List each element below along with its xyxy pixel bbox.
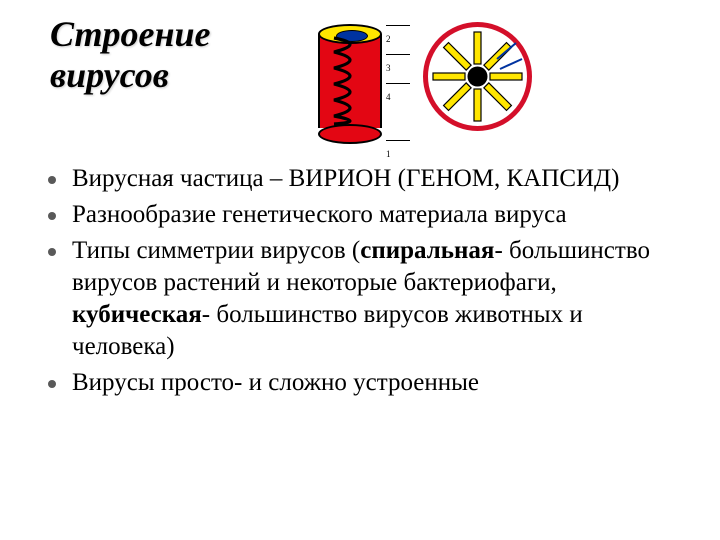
bullet-bold: кубическая <box>72 301 202 328</box>
helical-virus-diagram <box>290 14 410 139</box>
cylinder-bottom <box>318 124 382 144</box>
list-item: Разнообразие генетического материала вир… <box>48 199 682 231</box>
bullet-list: Вирусная частица – ВИРИОН (ГЕНОМ, КАПСИД… <box>48 163 682 399</box>
label-2 <box>386 18 412 47</box>
bullet-text: ) <box>611 165 619 192</box>
label-4 <box>386 76 412 105</box>
bullet-text: Разнообразие генетического материала вир… <box>72 201 567 228</box>
title-line-2: вирусов <box>50 55 169 95</box>
list-item: Типы симметрии вирусов (спиральная- боль… <box>48 235 682 363</box>
label-1 <box>386 132 412 161</box>
title-line-1: Строение <box>50 14 211 54</box>
content-area: Вирусная частица – ВИРИОН (ГЕНОМ, КАПСИД… <box>0 139 720 399</box>
bullet-text: Вирусная частица – <box>72 165 289 192</box>
bullet-text: ГЕНОМ, КАПСИД <box>406 165 611 192</box>
core-icon <box>468 67 488 87</box>
list-item: Вирусы просто- и сложно устроенные <box>48 367 682 399</box>
diagrams-area <box>290 14 535 139</box>
list-item: Вирусная частица – ВИРИОН (ГЕНОМ, КАПСИД… <box>48 163 682 195</box>
diagram-labels <box>386 18 412 161</box>
header-row: Строение вирусов <box>0 0 720 139</box>
bullet-bold: спиральная <box>360 237 494 264</box>
bullet-text: Вирусы просто- и сложно устроенные <box>72 369 479 396</box>
helix-icon <box>330 36 370 126</box>
bullet-text: Типы симметрии вирусов ( <box>72 237 360 264</box>
bullet-text: ВИРИОН ( <box>289 165 406 192</box>
icosahedral-virus-diagram <box>420 19 535 134</box>
slide-title: Строение вирусов <box>50 14 280 97</box>
label-3 <box>386 47 412 76</box>
